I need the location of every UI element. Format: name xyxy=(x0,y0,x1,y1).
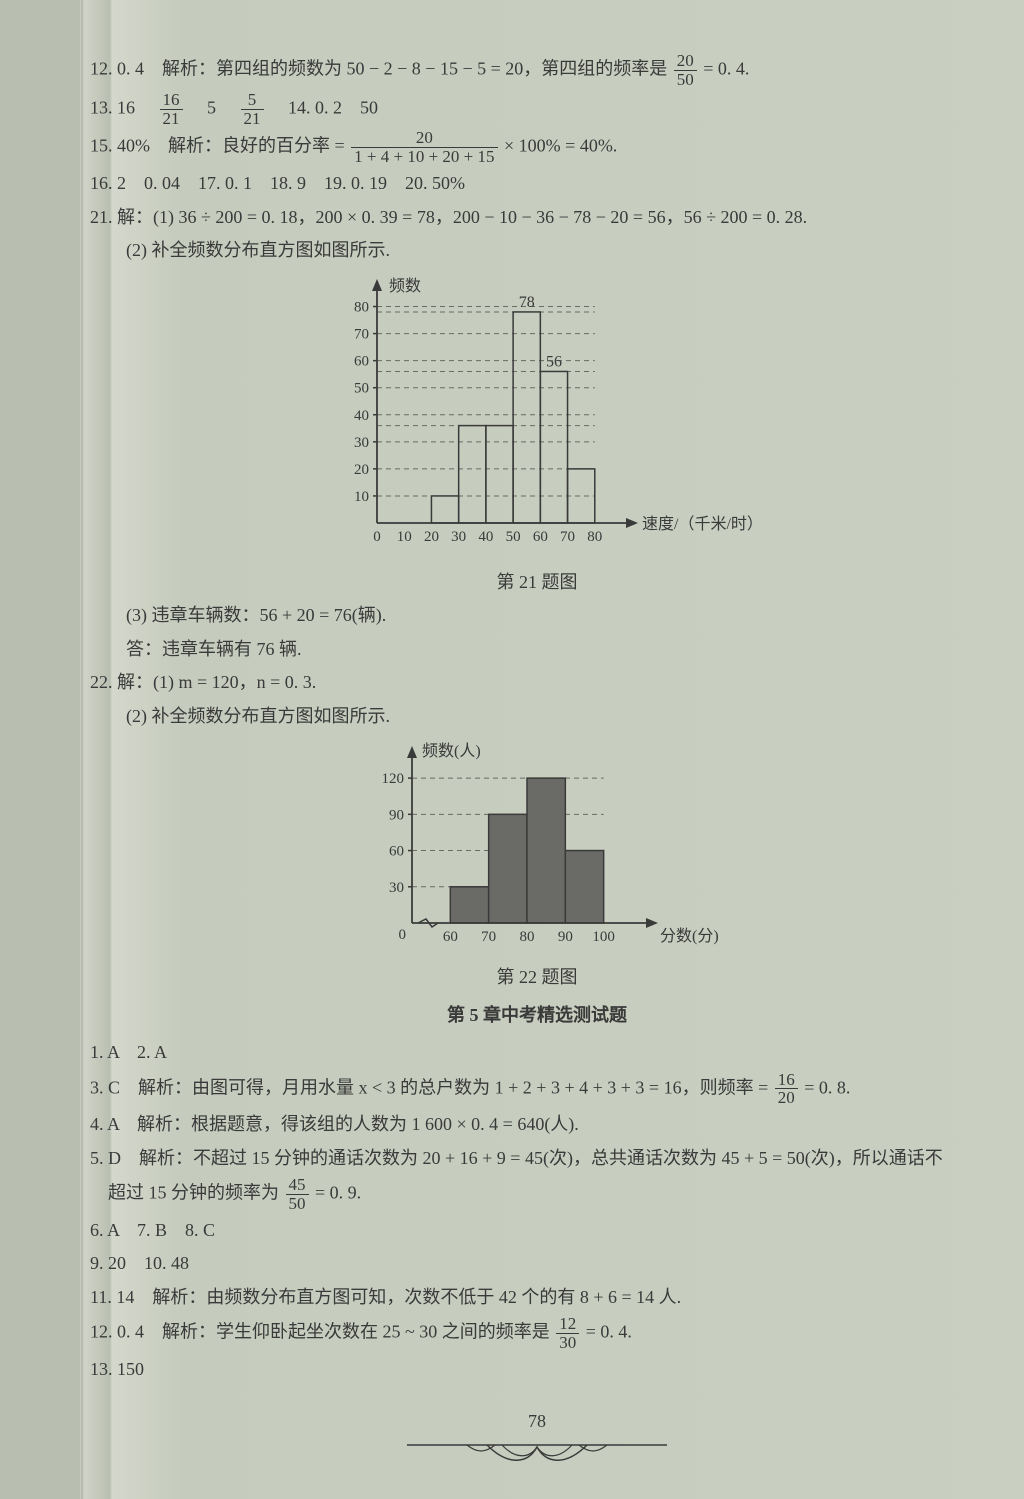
text: 13. 16 xyxy=(90,97,153,117)
svg-text:60: 60 xyxy=(443,929,458,945)
text: = 0. 9. xyxy=(315,1183,361,1203)
svg-text:速度/（千米/时）: 速度/（千米/时） xyxy=(642,515,752,533)
svg-text:78: 78 xyxy=(519,294,535,311)
svg-text:50: 50 xyxy=(506,529,521,545)
sel-13: 13. 150 xyxy=(90,1354,984,1386)
svg-text:频数(人): 频数(人) xyxy=(422,742,481,760)
svg-text:0: 0 xyxy=(399,927,407,943)
svg-text:分数(分): 分数(分) xyxy=(660,927,719,945)
text: 12. 0. 4 解析：学生仰卧起坐次数在 25 ~ 30 之间的频率是 xyxy=(90,1322,550,1342)
q21-caption: 第 21 题图 xyxy=(90,567,984,599)
answer-22-1: 22. 解：(1) m = 120，n = 0. 3. xyxy=(90,667,984,699)
svg-text:60: 60 xyxy=(354,353,369,369)
svg-text:70: 70 xyxy=(481,929,496,945)
svg-text:频数: 频数 xyxy=(389,277,421,295)
answer-21-3: (3) 违章车辆数：56 + 20 = 76(辆). xyxy=(90,600,984,632)
text: 14. 0. 2 50 xyxy=(270,97,378,117)
svg-text:80: 80 xyxy=(587,529,602,545)
svg-text:40: 40 xyxy=(354,407,369,423)
ornament-icon xyxy=(407,1439,667,1469)
sel-5b: 超过 15 分钟的频率为 45 50 = 0. 9. xyxy=(90,1176,984,1213)
answer-21-2: (2) 补全频数分布直方图如图所示. xyxy=(90,235,984,267)
fraction: 16 21 xyxy=(160,91,183,128)
sel-9-10: 9. 20 10. 48 xyxy=(90,1248,984,1280)
answer-21-1: 21. 解：(1) 36 ÷ 200 = 0. 18，200 × 0. 39 =… xyxy=(90,202,984,234)
q21-chart: 78 56 0 10 20 30 40 50 60 70 80 10 20 30 40 50 60 70 80 频数速… xyxy=(90,273,984,563)
text: 3. C 解析：由图可得，月用水量 x < 3 的总户数为 1 + 2 + 3 … xyxy=(90,1077,773,1097)
text: = 0. 4. xyxy=(703,58,749,78)
svg-text:80: 80 xyxy=(520,929,535,945)
fraction: 16 20 xyxy=(775,1071,798,1108)
svg-text:80: 80 xyxy=(354,299,369,315)
svg-text:70: 70 xyxy=(354,326,369,342)
text: = 0. 8. xyxy=(804,1077,850,1097)
fraction: 20 50 xyxy=(674,52,697,89)
text: 15. 40% 解析：良好的百分率 = xyxy=(90,136,349,156)
text: 超过 15 分钟的频率为 xyxy=(90,1183,279,1203)
svg-text:0: 0 xyxy=(373,529,381,545)
q22-chart: 0 60 70 80 90 100 30 60 90 120 频数(人) 分数(分) xyxy=(90,738,984,958)
q22-caption: 第 22 题图 xyxy=(90,962,984,994)
section-title: 第 5 章中考精选测试题 xyxy=(90,1000,984,1032)
svg-text:90: 90 xyxy=(389,807,404,823)
fraction: 5 21 xyxy=(241,91,264,128)
answer-15: 15. 40% 解析：良好的百分率 = 20 1 + 4 + 10 + 20 +… xyxy=(90,129,984,166)
svg-text:30: 30 xyxy=(451,529,466,545)
svg-text:60: 60 xyxy=(389,844,404,860)
histogram-svg: 78 56 0 10 20 30 40 50 60 70 80 10 20 30 40 50 60 70 80 频数速… xyxy=(322,273,752,563)
sel-4: 4. A 解析：根据题意，得该组的人数为 1 600 × 0. 4 = 640(… xyxy=(90,1109,984,1141)
svg-text:56: 56 xyxy=(546,353,562,370)
page: 12. 0. 4 解析：第四组的频数为 50 − 2 − 8 − 15 − 5 … xyxy=(0,0,1024,1499)
svg-text:100: 100 xyxy=(592,929,615,945)
svg-text:70: 70 xyxy=(560,529,575,545)
answer-21-3b: 答：违章车辆有 76 辆. xyxy=(90,634,984,666)
text: 12. 0. 4 解析：第四组的频数为 50 − 2 − 8 − 15 − 5 … xyxy=(90,58,667,78)
svg-text:60: 60 xyxy=(533,529,548,545)
sel-6-8: 6. A 7. B 8. C xyxy=(90,1215,984,1247)
text: × 100% = 40%. xyxy=(504,136,617,156)
svg-text:50: 50 xyxy=(354,380,369,396)
svg-text:20: 20 xyxy=(424,529,439,545)
fraction: 20 1 + 4 + 10 + 20 + 15 xyxy=(351,129,497,166)
text: 5 xyxy=(189,97,234,117)
svg-text:40: 40 xyxy=(478,529,493,545)
sel-3: 3. C 解析：由图可得，月用水量 x < 3 的总户数为 1 + 2 + 3 … xyxy=(90,1071,984,1108)
svg-text:10: 10 xyxy=(397,529,412,545)
fraction: 45 50 xyxy=(286,1176,309,1213)
histogram-svg: 0 60 70 80 90 100 30 60 90 120 频数(人) 分数(分) xyxy=(347,738,727,958)
svg-text:90: 90 xyxy=(558,929,573,945)
sel-12: 12. 0. 4 解析：学生仰卧起坐次数在 25 ~ 30 之间的频率是 12 … xyxy=(90,1315,984,1352)
sel-11: 11. 14 解析：由频数分布直方图可知，次数不低于 42 个的有 8 + 6 … xyxy=(90,1282,984,1314)
svg-text:120: 120 xyxy=(382,771,405,787)
sel-1-2: 1. A 2. A xyxy=(90,1037,984,1069)
text: = 0. 4. xyxy=(586,1322,632,1342)
sel-5a: 5. D 解析：不超过 15 分钟的通话次数为 20 + 16 + 9 = 45… xyxy=(90,1143,984,1175)
answer-12: 12. 0. 4 解析：第四组的频数为 50 − 2 − 8 − 15 − 5 … xyxy=(90,52,984,89)
answer-13-14: 13. 16 16 21 5 5 21 14. 0. 2 50 xyxy=(90,91,984,128)
svg-text:30: 30 xyxy=(389,880,404,896)
svg-text:10: 10 xyxy=(354,489,369,505)
svg-text:30: 30 xyxy=(354,434,369,450)
answer-22-2: (2) 补全频数分布直方图如图所示. xyxy=(90,701,984,733)
fraction: 12 30 xyxy=(556,1315,579,1352)
svg-text:20: 20 xyxy=(354,461,369,477)
answer-16-20: 16. 2 0. 04 17. 0. 1 18. 9 19. 0. 19 20.… xyxy=(90,168,984,200)
page-number: 78 xyxy=(90,1406,984,1438)
